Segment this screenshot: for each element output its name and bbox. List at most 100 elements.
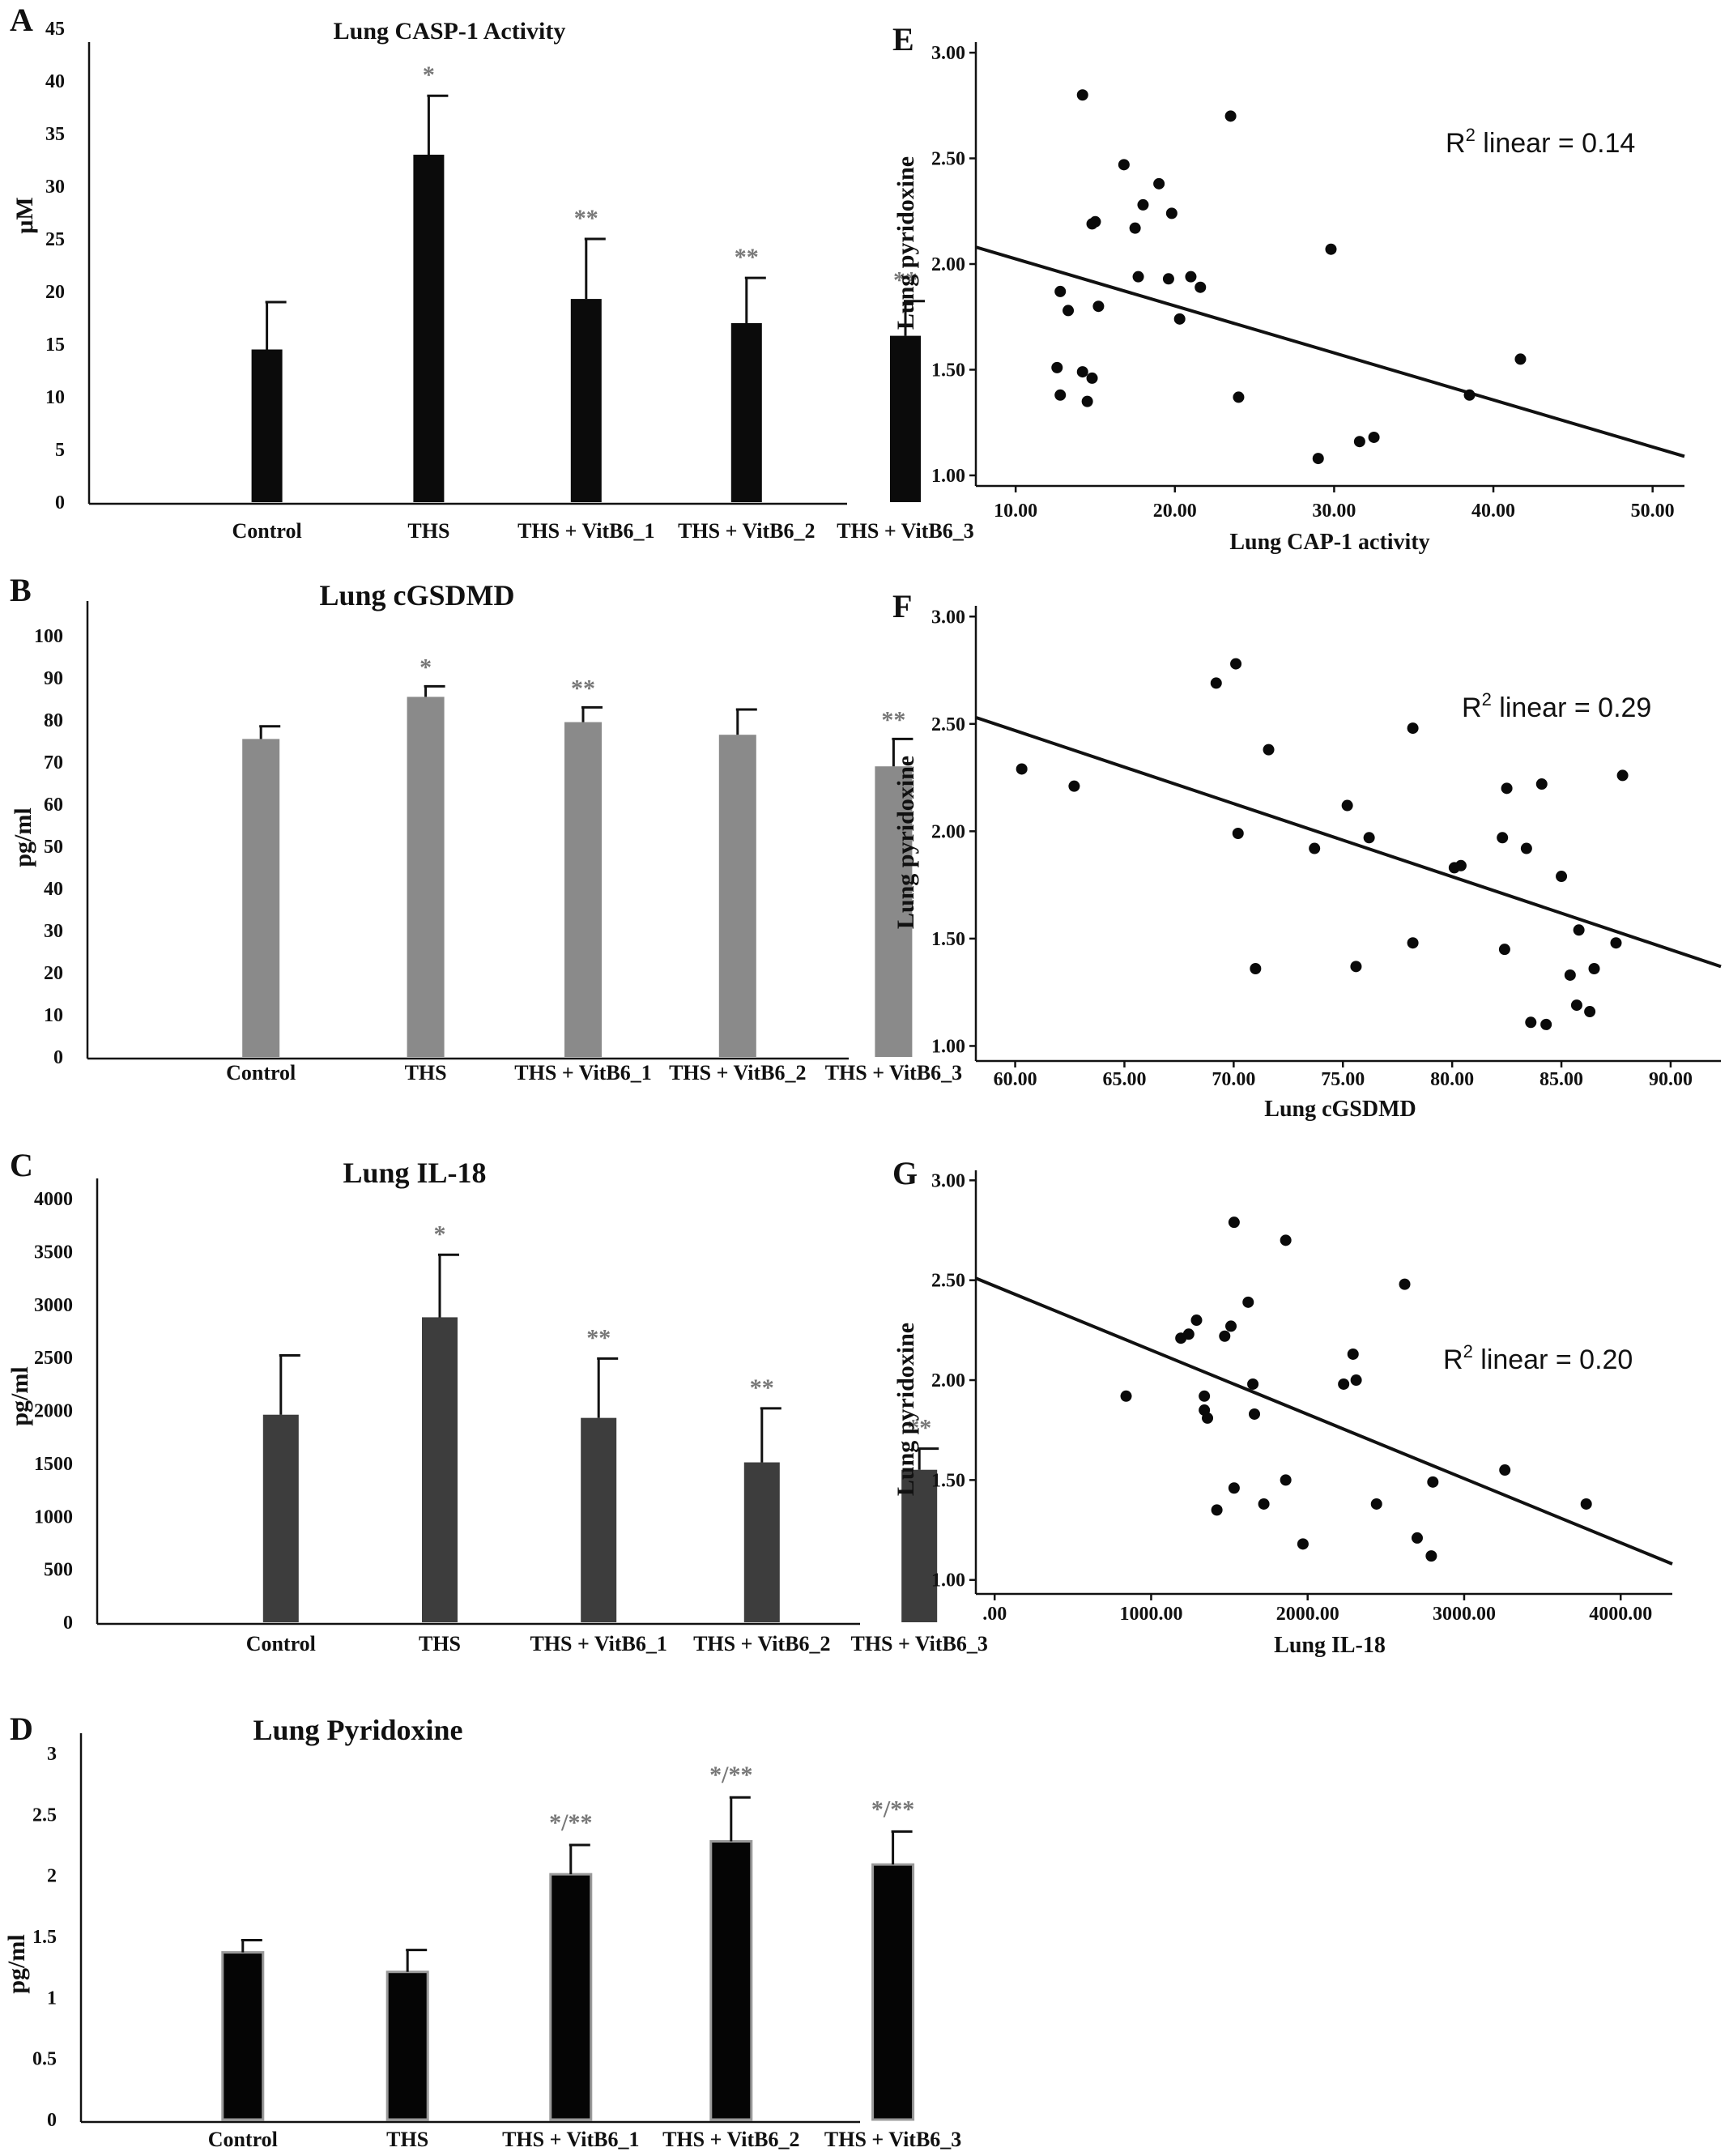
significance-marker: ** bbox=[750, 1374, 774, 1401]
y-tick-label: 70 bbox=[44, 752, 63, 773]
data-point bbox=[1092, 300, 1105, 313]
x-tick-label: 20.00 bbox=[1153, 501, 1197, 522]
y-tick-label: 500 bbox=[44, 1560, 73, 1581]
significance-marker: ** bbox=[586, 1324, 611, 1351]
category-label: Control bbox=[208, 2128, 278, 2151]
panel-label-g: G bbox=[892, 1155, 918, 1191]
bar bbox=[385, 1971, 429, 2121]
y-tick-label: 2.00 bbox=[931, 821, 965, 842]
y-tick-label: 2500 bbox=[34, 1348, 73, 1369]
bar bbox=[251, 349, 283, 502]
panel-e: E Lung pyridoxine Lung CAP-1 activity R2… bbox=[892, 21, 1685, 555]
data-point bbox=[1129, 222, 1141, 234]
bar bbox=[890, 335, 921, 502]
bar bbox=[242, 739, 280, 1057]
data-point bbox=[1199, 1390, 1211, 1402]
bar bbox=[730, 323, 762, 502]
x-tick-label: 2000.00 bbox=[1276, 1604, 1339, 1625]
bar bbox=[262, 1414, 299, 1622]
chart-title-d: Lung Pyridoxine bbox=[253, 1714, 462, 1746]
data-point bbox=[1016, 763, 1028, 775]
x-tick-label: 70.00 bbox=[1212, 1069, 1255, 1090]
panel-g: G Lung pyridoxine Lung IL-18 R2 linear =… bbox=[892, 1155, 1673, 1658]
x-tick-label: 60.00 bbox=[994, 1069, 1037, 1090]
data-point bbox=[1556, 871, 1568, 883]
significance-marker: */** bbox=[871, 1796, 914, 1822]
data-point bbox=[1076, 89, 1088, 101]
significance-marker: * bbox=[423, 62, 435, 88]
data-point bbox=[1219, 1330, 1231, 1342]
y-tick-label: 1 bbox=[47, 1988, 57, 2009]
data-point bbox=[1249, 1408, 1260, 1420]
panel-label-d: D bbox=[10, 1711, 33, 1747]
y-tick-label: 80 bbox=[44, 710, 63, 731]
category-label: THS + VitB6_2 bbox=[669, 1061, 806, 1084]
category-label: THS + VitB6_2 bbox=[693, 1632, 830, 1655]
data-point bbox=[1173, 313, 1186, 325]
y-tick-label: 0 bbox=[63, 1613, 73, 1634]
y-tick-label: 2.00 bbox=[931, 254, 965, 275]
data-point bbox=[1250, 963, 1262, 975]
data-point bbox=[1573, 924, 1585, 936]
x-tick-label: 90.00 bbox=[1649, 1069, 1693, 1090]
y-tick-label: 1.50 bbox=[931, 360, 965, 381]
data-point bbox=[1520, 842, 1532, 854]
y-tick-label: 0 bbox=[53, 1047, 63, 1068]
chart-title-c: Lung IL-18 bbox=[343, 1157, 486, 1189]
data-point bbox=[1309, 842, 1321, 854]
y-tick-label: 90 bbox=[44, 668, 63, 689]
y-tick-label: 40 bbox=[44, 879, 63, 900]
bar bbox=[743, 1462, 780, 1622]
data-point bbox=[1230, 658, 1242, 670]
category-label: THS + VitB6_3 bbox=[837, 519, 973, 543]
panel-f: F Lung pyridoxine Lung cGSDMD R2 linear … bbox=[892, 588, 1722, 1122]
data-point bbox=[1224, 110, 1237, 122]
data-point bbox=[1353, 436, 1365, 448]
y-ticks-d: 0 0.5 1 1.5 2 2.5 3 bbox=[32, 1744, 57, 2131]
bar bbox=[718, 735, 756, 1057]
data-point bbox=[1588, 963, 1600, 975]
bars-d: Control THS */** THS + VitB6_1 */** THS + Vit… bbox=[208, 1762, 962, 2151]
data-point bbox=[1463, 389, 1476, 401]
bars-b: Control * THS ** THS + VitB6_1 THS + VitB6_2 *… bbox=[226, 654, 962, 1084]
data-point bbox=[1454, 859, 1467, 871]
y-tick-label: 20 bbox=[45, 282, 65, 303]
data-point bbox=[1499, 1464, 1511, 1476]
y-tick-label: 2.50 bbox=[931, 714, 965, 735]
panel-a: A Lung CASP-1 Activity μM 0 5 10 15 20 25 30 35… bbox=[10, 2, 974, 543]
y-tick-label: 2 bbox=[47, 1866, 57, 1887]
y-tick-label: 3000 bbox=[34, 1295, 73, 1316]
data-point bbox=[1195, 281, 1207, 293]
points-f bbox=[975, 658, 1722, 1030]
data-point bbox=[1211, 1504, 1223, 1516]
bar bbox=[875, 766, 913, 1057]
category-label: THS + VitB6_2 bbox=[662, 2128, 799, 2151]
y-ticks-a: 0 5 10 15 20 25 30 35 40 45 bbox=[45, 19, 65, 513]
x-tick-label: 65.00 bbox=[1102, 1069, 1146, 1090]
panel-c: C Lung IL-18 pg/ml 0 500 1000 1500 2000 2500 3… bbox=[6, 1147, 988, 1655]
bar bbox=[564, 722, 602, 1057]
axes-ticks-f: 1.00 1.50 2.00 2.50 3.00 60.00 65.00 70.00 75.00… bbox=[931, 607, 1693, 1090]
data-point bbox=[1165, 207, 1178, 219]
data-point bbox=[1498, 944, 1510, 956]
category-label: THS + VitB6_2 bbox=[678, 519, 815, 543]
r2-label-g: R2 linear = 0.20 bbox=[1443, 1341, 1633, 1375]
y-axis-label-d: pg/ml bbox=[3, 1934, 30, 1993]
data-point bbox=[1228, 1216, 1240, 1229]
data-point bbox=[1258, 1498, 1270, 1510]
data-point bbox=[1501, 782, 1513, 795]
bar bbox=[422, 1317, 458, 1622]
data-point bbox=[1051, 361, 1063, 373]
significance-marker: */** bbox=[549, 1809, 592, 1836]
category-label: Control bbox=[226, 1061, 296, 1084]
y-tick-label: 1.5 bbox=[32, 1927, 57, 1948]
bars-c: Control * THS ** THS + VitB6_1 ** THS + VitB6_… bbox=[246, 1221, 988, 1655]
data-point bbox=[1242, 1296, 1254, 1308]
data-point bbox=[1525, 1016, 1537, 1029]
data-point bbox=[1350, 961, 1362, 973]
y-tick-label: 2000 bbox=[34, 1401, 73, 1422]
significance-marker: * bbox=[434, 1221, 446, 1247]
axes-ticks-e: 1.00 1.50 2.00 2.50 3.00 10.00 20.00 30.00 40.00… bbox=[931, 43, 1675, 522]
data-point bbox=[1580, 1498, 1592, 1510]
